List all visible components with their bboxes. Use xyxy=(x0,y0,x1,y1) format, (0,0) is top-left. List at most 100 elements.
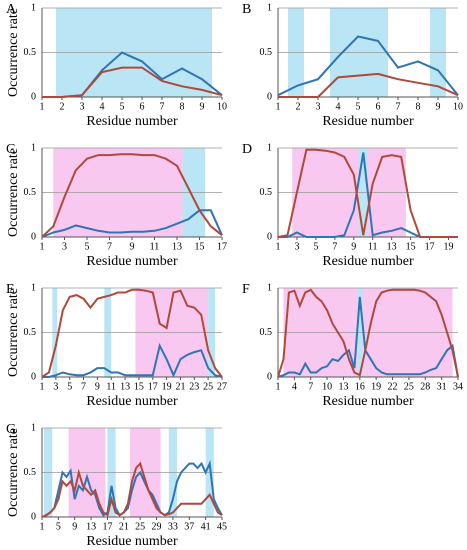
x-axis-label: Residue number xyxy=(86,114,178,129)
x-axis-label: Residue number xyxy=(86,534,178,549)
series-line xyxy=(42,66,223,98)
panel: 0 0.5 1 1 2 3 4 5 6 7 8 9 10 B Residue number xyxy=(242,2,463,129)
x-tick-label: 11 xyxy=(368,241,378,252)
x-tick-label: 10 xyxy=(217,101,227,112)
x-tick-label: 37 xyxy=(184,521,194,532)
x-tick-label: 1 xyxy=(40,381,45,392)
y-tick-label: 1 xyxy=(31,422,36,433)
y-tick-label: 0.5 xyxy=(24,327,37,338)
x-tick-label: 7 xyxy=(396,101,401,112)
x-tick-label: 22 xyxy=(388,381,398,392)
y-axis-label: Occurrence rate xyxy=(6,428,21,517)
series-line xyxy=(41,209,223,238)
x-tick-label: 15 xyxy=(134,381,144,392)
x-tick-label: 5 xyxy=(120,101,125,112)
x-tick-label: 13 xyxy=(172,241,182,252)
x-tick-label: 16 xyxy=(355,381,365,392)
x-axis-label: Residue number xyxy=(322,114,414,129)
y-tick-label: 0.5 xyxy=(260,47,273,58)
x-tick-label: 19 xyxy=(444,241,454,252)
x-tick-label: 4 xyxy=(336,101,341,112)
x-axis-label: Residue number xyxy=(322,394,414,409)
panel-label: F xyxy=(242,282,250,297)
x-tick-label: 17 xyxy=(148,381,158,392)
y-tick-label: 1 xyxy=(267,142,272,153)
y-tick-label: 1 xyxy=(267,282,272,293)
x-tick-label: 9 xyxy=(200,101,205,112)
y-tick-label: 0 xyxy=(267,371,272,382)
panel-label: C xyxy=(6,142,15,157)
panel-label: G xyxy=(6,422,16,437)
y-tick-label: 0 xyxy=(267,91,272,102)
x-tick-label: 3 xyxy=(53,381,58,392)
series-line xyxy=(277,148,458,238)
y-tick-label: 1 xyxy=(267,2,272,13)
x-tick-label: 13 xyxy=(86,521,96,532)
x-tick-label: 9 xyxy=(351,241,356,252)
series-line xyxy=(42,342,223,378)
series-line xyxy=(277,296,459,378)
x-tick-label: 7 xyxy=(332,241,337,252)
y-tick-label: 1 xyxy=(31,2,36,13)
x-axis-label: Residue number xyxy=(322,254,414,269)
y-tick-label: 0 xyxy=(31,91,36,102)
y-tick-label: 0 xyxy=(31,371,36,382)
x-tick-label: 33 xyxy=(168,521,178,532)
y-tick-label: 0.5 xyxy=(24,187,37,198)
x-tick-label: 5 xyxy=(356,101,361,112)
x-tick-label: 17 xyxy=(102,521,112,532)
x-axis-label: Residue number xyxy=(86,394,178,409)
x-tick-label: 1 xyxy=(276,381,281,392)
y-tick-label: 0.5 xyxy=(24,47,37,58)
x-tick-label: 6 xyxy=(376,101,381,112)
panel-label: A xyxy=(6,2,17,17)
x-tick-label: 6 xyxy=(140,101,145,112)
x-tick-label: 5 xyxy=(313,241,318,252)
x-tick-label: 8 xyxy=(416,101,421,112)
x-tick-label: 29 xyxy=(152,521,162,532)
x-tick-label: 21 xyxy=(175,381,185,392)
x-tick-label: 10 xyxy=(322,381,332,392)
x-tick-label: 17 xyxy=(425,241,435,252)
x-tick-label: 9 xyxy=(95,381,100,392)
y-tick-label: 1 xyxy=(31,142,36,153)
x-tick-label: 9 xyxy=(436,101,441,112)
x-tick-label: 25 xyxy=(135,521,145,532)
x-tick-label: 31 xyxy=(437,381,447,392)
series-line xyxy=(277,35,459,97)
series-line xyxy=(41,459,223,518)
y-tick-label: 0.5 xyxy=(260,187,273,198)
x-tick-label: 34 xyxy=(453,381,463,392)
x-tick-label: 1 xyxy=(40,241,45,252)
x-tick-label: 9 xyxy=(72,521,77,532)
x-tick-label: 1 xyxy=(276,101,281,112)
y-tick-label: 0 xyxy=(267,231,272,242)
x-tick-label: 13 xyxy=(387,241,397,252)
x-tick-label: 9 xyxy=(130,241,135,252)
x-tick-label: 15 xyxy=(406,241,416,252)
x-tick-label: 5 xyxy=(85,241,90,252)
x-axis-label: Residue number xyxy=(86,254,178,269)
x-tick-label: 8 xyxy=(180,101,185,112)
series-line xyxy=(278,72,459,98)
x-tick-label: 5 xyxy=(67,381,72,392)
series-line xyxy=(41,461,223,518)
series-line xyxy=(277,288,459,378)
y-tick-label: 1 xyxy=(31,282,36,293)
x-tick-label: 17 xyxy=(217,241,227,252)
y-axis-label: Occurrence rate xyxy=(6,148,21,237)
series-line xyxy=(41,153,223,238)
panel-label: E xyxy=(6,282,15,297)
x-tick-label: 11 xyxy=(150,241,160,252)
x-tick-label: 5 xyxy=(56,521,61,532)
panel-label: D xyxy=(242,142,252,157)
x-tick-label: 19 xyxy=(371,381,381,392)
x-tick-label: 2 xyxy=(296,101,301,112)
x-tick-label: 1 xyxy=(276,241,281,252)
x-tick-label: 10 xyxy=(453,101,463,112)
